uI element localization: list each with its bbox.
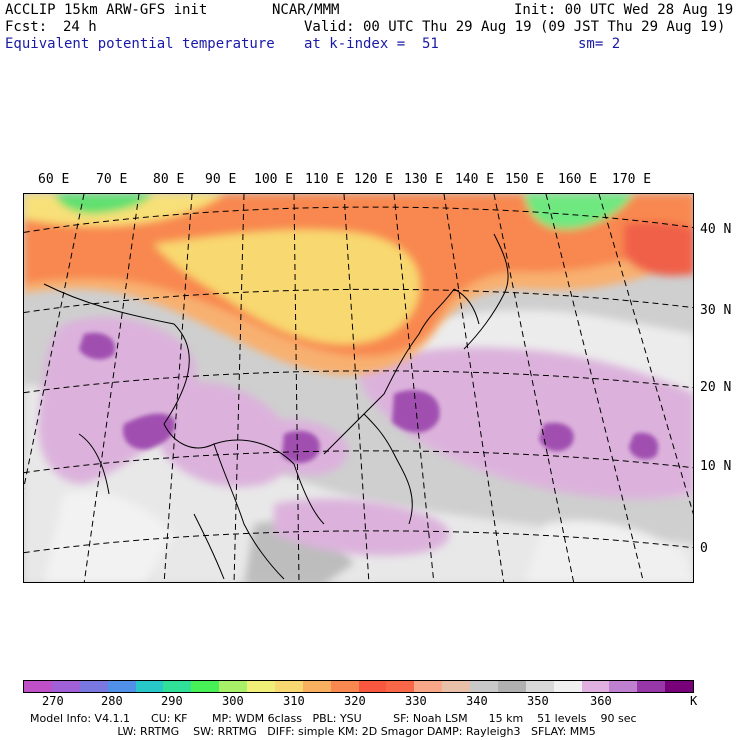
- very-high-theta-e-region: [79, 332, 659, 464]
- colorbar-swatch: [247, 681, 275, 692]
- colorbar-tick-350: 350: [527, 694, 549, 708]
- lon-label-90e: 90 E: [205, 172, 237, 187]
- colorbar-swatch: [219, 681, 247, 692]
- colorbar-tick-330: 330: [405, 694, 427, 708]
- lon-label-130e: 130 E: [404, 172, 444, 187]
- colorbar-swatch: [553, 681, 582, 692]
- lon-label-160e: 160 E: [558, 172, 598, 187]
- colorbar-swatch: [414, 681, 443, 692]
- colorbar-tick-360: 360: [590, 694, 612, 708]
- lat-label-40n: 40 N: [700, 222, 732, 237]
- lat-label-30n: 30 N: [700, 303, 732, 318]
- valid-time: Valid: 00 UTC Thu 29 Aug 19 (09 JST Thu …: [304, 19, 726, 35]
- colorbar-swatch: [442, 681, 470, 692]
- forecast-label: Fcst:: [5, 19, 48, 35]
- lon-label-70e: 70 E: [96, 172, 128, 187]
- map-canvas: [24, 194, 693, 582]
- lon-label-100e: 100 E: [254, 172, 294, 187]
- colorbar-swatch: [358, 681, 387, 692]
- colorbar-swatch: [581, 681, 610, 692]
- graticule: [24, 194, 693, 582]
- colorbar-swatch: [274, 681, 303, 692]
- colorbar-swatch: [135, 681, 164, 692]
- colorbar-swatch: [79, 681, 108, 692]
- colorbar-tick-310: 310: [283, 694, 305, 708]
- colorbar-swatch: [191, 681, 220, 692]
- colorbar-unit: K: [690, 694, 698, 708]
- level-index: at k-index = 51: [304, 36, 439, 52]
- colorbar-swatch: [637, 681, 666, 692]
- lon-label-60e: 60 E: [38, 172, 70, 187]
- colorbar-swatch: [51, 681, 80, 692]
- warm-continental-region: [24, 194, 693, 375]
- lat-label-20n: 20 N: [700, 380, 732, 395]
- colorbar-swatch: [609, 681, 638, 692]
- field-name: Equivalent potential temperature: [5, 36, 275, 52]
- colorbar-swatch: [665, 681, 693, 692]
- colorbar-tick-320: 320: [344, 694, 366, 708]
- coastlines: [43, 233, 509, 580]
- lon-label-140e: 140 E: [455, 172, 495, 187]
- colorbar-swatch: [107, 681, 136, 692]
- colorbar: [23, 680, 694, 693]
- colorbar-tick-280: 280: [101, 694, 123, 708]
- colorbar-swatch: [525, 681, 554, 692]
- colorbar-tick-290: 290: [161, 694, 183, 708]
- colorbar-swatch: [497, 681, 526, 692]
- init-time: Init: 00 UTC Wed 28 Aug 19: [514, 2, 734, 18]
- theta-e-map: [23, 193, 694, 583]
- center-label: NCAR/MMM: [272, 2, 340, 18]
- colorbar-tick-270: 270: [42, 694, 64, 708]
- colorbar-tick-340: 340: [466, 694, 488, 708]
- model-title: ACCLIP 15km ARW-GFS init: [5, 2, 208, 18]
- high-theta-e-region: [38, 316, 693, 556]
- lon-label-120e: 120 E: [354, 172, 394, 187]
- colorbar-swatch: [470, 681, 498, 692]
- forecast-hours: 24 h: [63, 19, 97, 35]
- lon-label-110e: 110 E: [305, 172, 345, 187]
- colorbar-swatch: [330, 681, 359, 692]
- lon-label-170e: 170 E: [612, 172, 652, 187]
- colorbar-swatch: [163, 681, 192, 692]
- colorbar-tick-300: 300: [222, 694, 244, 708]
- colorbar-swatch: [24, 681, 52, 692]
- lat-label-10n: 10 N: [700, 459, 732, 474]
- lon-label-150e: 150 E: [505, 172, 545, 187]
- colorbar-swatch: [386, 681, 415, 692]
- model-info-line-1: Model Info: V4.1.1 CU: KF MP: WDM 6class…: [30, 712, 637, 725]
- colorbar-swatch: [302, 681, 331, 692]
- smoothing-label: sm= 2: [578, 36, 621, 52]
- model-info-line-2: LW: RRTMG SW: RRTMG DIFF: simple KM: 2D …: [30, 725, 596, 738]
- lat-label-equator: 0: [700, 541, 708, 556]
- lon-label-80e: 80 E: [153, 172, 185, 187]
